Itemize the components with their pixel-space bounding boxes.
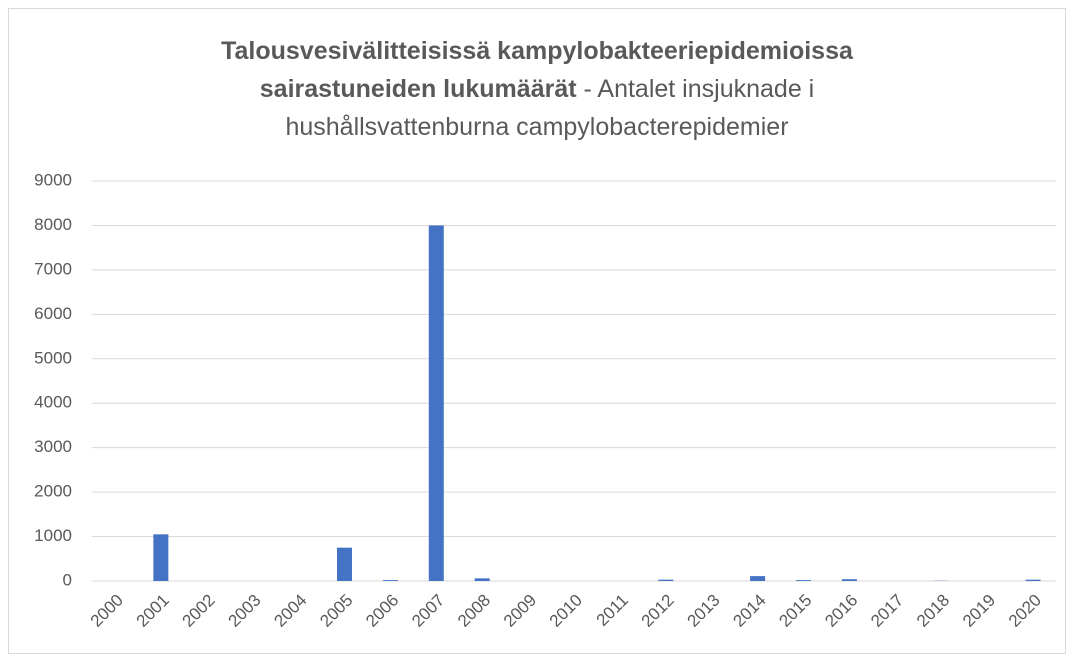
chart-title: Talousvesivälitteisissä kampylobakteerie… (221, 37, 853, 103)
bar (750, 576, 766, 581)
bar (796, 580, 812, 581)
bar (474, 578, 490, 581)
bar (382, 580, 398, 581)
y-tick-label: 2000 (34, 482, 72, 501)
bar (153, 534, 169, 581)
bar (841, 579, 857, 581)
y-tick-label: 7000 (34, 259, 72, 278)
chart-title-block: Talousvesivälitteisissä kampylobakteerie… (167, 32, 907, 146)
bar (1025, 579, 1041, 581)
y-tick-label: 3000 (34, 437, 72, 456)
chart-frame (8, 8, 1066, 654)
y-tick-label: 1000 (34, 526, 72, 545)
y-tick-label: 4000 (34, 393, 72, 412)
y-tick-label: 5000 (34, 348, 72, 367)
y-tick-label: 0 (63, 570, 72, 589)
chart-subtitle: - Antalet insjuknade i hushållsvattenbur… (285, 75, 815, 141)
y-tick-label: 6000 (34, 304, 72, 323)
y-tick-label: 8000 (34, 215, 72, 234)
bar (658, 579, 674, 581)
bar (336, 547, 352, 581)
y-tick-label: 9000 (34, 170, 72, 189)
bar (428, 225, 444, 581)
